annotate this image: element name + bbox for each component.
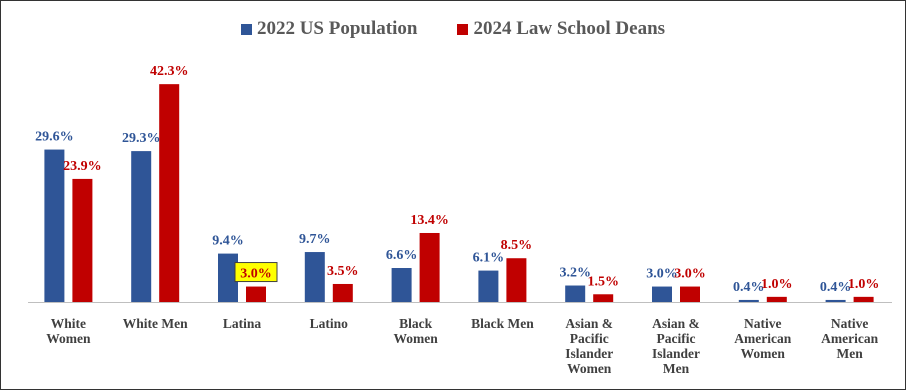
data-label-law-deans-2: 3.0% bbox=[240, 267, 272, 282]
bar-law-deans-2 bbox=[246, 286, 266, 302]
data-label-law-deans-8: 1.0% bbox=[761, 277, 793, 292]
bar-us-population-2 bbox=[218, 253, 238, 302]
legend-item-law-deans: 2024 Law School Deans bbox=[457, 18, 665, 40]
legend-label-law-deans: 2024 Law School Deans bbox=[473, 18, 666, 39]
category-label-1: White Men bbox=[123, 316, 188, 331]
category-label-9: Native American Men bbox=[821, 316, 878, 361]
legend-label-us-population: 2022 US Population bbox=[256, 18, 418, 39]
category-label-line: Men bbox=[836, 346, 863, 361]
bar-law-deans-0 bbox=[72, 178, 93, 302]
bar-law-deans-4 bbox=[419, 232, 440, 302]
category-label-line: Latina bbox=[223, 316, 262, 331]
bar-us-population-6 bbox=[565, 285, 586, 302]
data-label-law-deans-0: 23.9% bbox=[63, 159, 102, 174]
category-label-4: Black Women bbox=[393, 316, 438, 346]
category-label-line: Asian & bbox=[565, 316, 613, 331]
data-label-law-deans-5: 8.5% bbox=[501, 238, 533, 253]
category-label-line: American bbox=[734, 331, 791, 346]
legend-swatch-law-deans bbox=[457, 23, 469, 35]
data-label-us-population-7: 3.0% bbox=[646, 267, 678, 282]
data-label-law-deans-6: 1.5% bbox=[587, 274, 619, 289]
category-label-line: Women bbox=[46, 331, 91, 346]
data-label-law-deans-3: 3.5% bbox=[327, 264, 359, 279]
legend-item-us-population: 2022 US Population bbox=[240, 18, 418, 40]
category-label-line: Black bbox=[399, 316, 432, 331]
category-label-6: Asian & Pacific Islander Women bbox=[565, 316, 613, 376]
bar-law-deans-9 bbox=[853, 296, 874, 302]
category-label-line: Pacific bbox=[657, 331, 696, 346]
category-label-line: White bbox=[51, 316, 86, 331]
data-label-law-deans-4: 13.4% bbox=[410, 213, 449, 228]
data-label-us-population-4: 6.6% bbox=[386, 248, 418, 263]
category-label-line: Pacific bbox=[570, 331, 609, 346]
data-label-us-population-0: 29.6% bbox=[35, 130, 74, 145]
category-label-5: Black Men bbox=[471, 316, 534, 331]
chart-legend: 2022 US Population 2024 Law School Deans bbox=[0, 18, 906, 40]
category-label-8: Native American Women bbox=[734, 316, 791, 361]
highlight-box bbox=[234, 262, 278, 283]
category-label-line: Native bbox=[831, 316, 869, 331]
bar-us-population-1 bbox=[131, 151, 152, 302]
category-label-2: Latina bbox=[223, 316, 262, 331]
bar-us-population-5 bbox=[478, 270, 499, 302]
category-label-line: American bbox=[821, 331, 878, 346]
bar-us-population-8 bbox=[738, 299, 759, 302]
data-label-law-deans-1: 42.3% bbox=[150, 64, 189, 79]
category-label-line: Native bbox=[744, 316, 782, 331]
category-label-line: Women bbox=[393, 331, 438, 346]
bar-us-population-9 bbox=[825, 299, 846, 302]
data-label-us-population-9: 0.4% bbox=[820, 280, 852, 295]
data-label-law-deans-7: 3.0% bbox=[674, 267, 706, 282]
data-label-us-population-8: 0.4% bbox=[733, 280, 765, 295]
category-label-line: Latino bbox=[310, 316, 349, 331]
data-label-us-population-6: 3.2% bbox=[559, 266, 591, 281]
bar-law-deans-8 bbox=[766, 296, 787, 302]
bar-us-population-3 bbox=[304, 252, 325, 302]
legend-swatch-us-population bbox=[240, 23, 252, 35]
category-label-line: Black Men bbox=[471, 316, 534, 331]
bar-us-population-7 bbox=[652, 286, 672, 302]
bar-law-deans-6 bbox=[593, 294, 614, 302]
category-label-0: White Women bbox=[46, 316, 91, 346]
category-label-line: Asian & bbox=[652, 316, 700, 331]
category-label-7: Asian & Pacific Islander Men bbox=[652, 316, 700, 376]
bar-law-deans-3 bbox=[332, 283, 353, 302]
bar-law-deans-5 bbox=[506, 258, 527, 302]
category-label-3: Latino bbox=[310, 316, 349, 331]
bar-law-deans-7 bbox=[680, 286, 700, 302]
category-label-line: Islander bbox=[652, 346, 700, 361]
category-label-line: Islander bbox=[565, 346, 613, 361]
data-label-law-deans-9: 1.0% bbox=[848, 277, 880, 292]
data-label-us-population-2: 9.4% bbox=[212, 234, 244, 249]
category-label-line: Women bbox=[567, 361, 612, 376]
data-label-us-population-5: 6.1% bbox=[473, 251, 505, 266]
bar-us-population-0 bbox=[44, 149, 65, 302]
category-label-line: Women bbox=[741, 346, 786, 361]
data-label-us-population-3: 9.7% bbox=[299, 232, 331, 247]
category-label-line: Men bbox=[663, 361, 690, 376]
bar-us-population-4 bbox=[391, 268, 412, 302]
data-label-us-population-1: 29.3% bbox=[122, 131, 161, 146]
bar-law-deans-1 bbox=[159, 84, 180, 302]
category-label-line: White Men bbox=[123, 316, 188, 331]
